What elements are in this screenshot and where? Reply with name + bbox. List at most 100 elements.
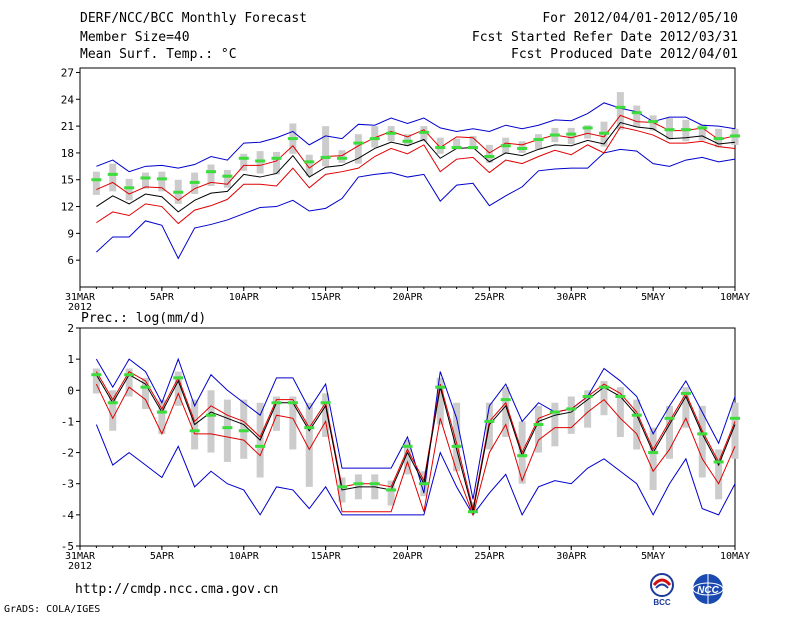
prec-ensemble-box	[305, 402, 313, 487]
temp-x-tick-label: 5APR	[150, 292, 175, 303]
temp-ensemble-box	[158, 171, 166, 192]
prec-observed-mark	[697, 432, 708, 436]
temp-mean-line	[96, 121, 736, 213]
temp-y-tick-label: 9	[67, 227, 74, 240]
prec-y-tick-label: -4	[61, 509, 75, 522]
prec-ensemble-box	[715, 449, 723, 500]
prec-observed-mark	[582, 395, 593, 399]
prec-observed-mark	[500, 398, 511, 402]
temp-observed-mark	[549, 133, 560, 137]
prec-observed-mark	[320, 401, 331, 405]
prec-x-tick-label: 25APR	[474, 551, 505, 562]
prec-observed-mark	[107, 401, 118, 405]
temp-x-tick-label: 30APR	[556, 292, 587, 303]
temp-x-tick-label: 31MAR	[65, 292, 96, 303]
prec-observed-mark	[435, 385, 446, 389]
prec-ensemble-box	[453, 402, 461, 472]
variable-label: Mean Surf. Temp.: °C	[80, 47, 237, 62]
temp-x-tick-label: 20APR	[392, 292, 423, 303]
temp-observed-mark	[566, 132, 577, 136]
prec-x-tick-label: 5MAY	[641, 551, 665, 562]
prec-observed-mark	[255, 444, 266, 448]
prec-observed-mark	[91, 373, 102, 377]
prec-ensemble-box	[551, 402, 559, 447]
prec-observed-mark	[730, 416, 740, 420]
temp-max-line	[96, 102, 736, 173]
temp-observed-mark	[255, 159, 266, 163]
prec-min-line	[95, 424, 736, 516]
temp-observed-mark	[730, 134, 740, 138]
prec-ensemble-box	[436, 377, 444, 425]
prec-y-tick-label: 0	[67, 384, 74, 397]
prec-observed-mark	[140, 385, 151, 389]
prec-observed-mark	[549, 410, 560, 414]
temp-observed-mark	[435, 146, 446, 150]
temp-observed-mark	[91, 178, 102, 182]
prec-observed-mark	[418, 482, 429, 486]
prec-ensemble-box	[649, 427, 657, 490]
temp-ensemble-box	[92, 171, 100, 195]
prec-observed-mark	[156, 410, 167, 414]
temp-x-tick-label: 5MAY	[641, 292, 665, 303]
prec-x-tick-label: 20APR	[392, 551, 423, 562]
temp-observed-mark	[271, 156, 282, 160]
ncc-logo: NCC	[692, 574, 724, 604]
temp-observed-mark	[500, 144, 511, 148]
temp-observed-mark	[222, 174, 233, 178]
temp-ensemble-box	[567, 127, 575, 144]
prec-ensemble-box	[273, 396, 280, 431]
temp-ensemble-box	[485, 144, 493, 163]
prec-ensemble-box	[142, 377, 149, 409]
prec-upper-line	[95, 370, 736, 509]
temp-y-tick-label: 27	[61, 66, 74, 79]
temp-lower-line	[96, 126, 736, 225]
temp-observed-mark	[599, 131, 609, 135]
prec-observed-mark	[353, 482, 364, 486]
temp-observed-mark	[287, 137, 298, 141]
prec-ensemble-box	[289, 396, 297, 450]
prec-observed-mark	[468, 510, 478, 514]
temp-observed-mark	[107, 172, 118, 176]
temp-observed-mark	[713, 137, 724, 141]
temp-observed-mark	[386, 131, 397, 135]
temp-observed-mark	[238, 156, 249, 160]
temp-observed-mark	[582, 126, 593, 130]
prec-ensemble-box	[125, 368, 133, 397]
temp-ensemble-box	[616, 92, 624, 130]
prec-observed-mark	[680, 391, 691, 395]
prec-x-year-label: 2012	[68, 561, 92, 572]
prec-ensemble-box	[567, 396, 575, 434]
temp-observed-mark	[124, 186, 135, 190]
bcc-logo: BCC	[650, 573, 674, 607]
temp-ensemble-box	[633, 105, 641, 127]
website-url[interactable]: http://cmdp.ncc.cma.gov.cn	[75, 582, 279, 597]
temp-ensemble-box	[338, 150, 346, 163]
prec-ensemble-box	[682, 387, 690, 428]
prec-observed-mark	[484, 419, 495, 423]
temp-observed-mark	[615, 105, 626, 109]
prec-observed-mark	[402, 444, 413, 448]
prec-observed-mark	[599, 385, 609, 389]
prec-observed-mark	[369, 482, 380, 486]
prec-panel-title: Prec.: log(mm/d)	[81, 311, 206, 326]
temp-observed-mark	[402, 139, 413, 143]
prec-observed-mark	[173, 376, 184, 380]
temp-ensemble-box	[142, 172, 149, 189]
ncc-logo-text: NCC	[697, 585, 719, 596]
temp-y-tick-label: 18	[61, 147, 74, 160]
prec-x-tick-label: 15APR	[311, 551, 342, 562]
temp-ensemble-box	[436, 137, 444, 154]
prec-observed-mark	[615, 395, 626, 399]
temp-observed-mark	[451, 146, 462, 150]
temp-y-tick-label: 21	[61, 120, 74, 133]
prec-observed-mark	[337, 485, 347, 489]
prec-ensemble-box	[207, 390, 215, 453]
temp-ensemble-box	[207, 164, 215, 186]
temp-ensemble-box	[240, 153, 248, 171]
prec-y-tick-label: -2	[61, 447, 74, 460]
prec-y-tick-label: -1	[61, 415, 74, 428]
temp-observed-mark	[304, 160, 315, 164]
temp-observed-mark	[156, 177, 167, 181]
chart-title: DERF/NCC/BCC Monthly Forecast	[80, 11, 307, 26]
